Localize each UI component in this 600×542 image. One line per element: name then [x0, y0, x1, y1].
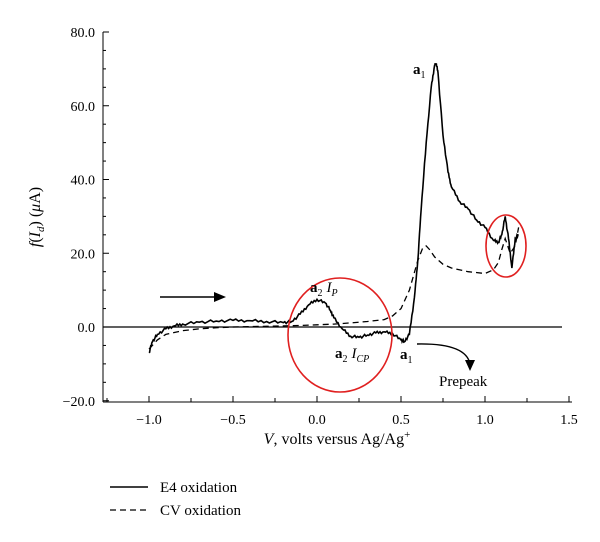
x-tick-label: 1.5: [560, 413, 578, 428]
prepeak-arrowhead: [465, 360, 475, 371]
annotation-a2-icp: a2 ICP: [335, 346, 369, 365]
annotation-prepeak: Prepeak: [439, 374, 488, 390]
legend-label-cv: CV oxidation: [160, 503, 241, 519]
x-tick-label: −1.0: [136, 413, 161, 428]
scan-direction-arrowhead: [214, 292, 226, 302]
x-axis-title: V, volts versus Ag/Ag+: [264, 429, 411, 448]
x-ticks: −1.0 −0.5 0.0 0.5 1.0 1.5: [106, 396, 578, 428]
y-ticks: −20.0 0.0 20.0 40.0 60.0 80.0: [63, 26, 109, 410]
highlight-circle-left: [287, 277, 393, 393]
prepeak-arrow: [416, 343, 471, 365]
y-tick-label: 80.0: [71, 26, 96, 41]
x-tick-label: 1.0: [476, 413, 494, 428]
legend: E4 oxidation CV oxidation: [110, 480, 241, 519]
y-axis-title: f(Id) (μA): [27, 187, 47, 247]
y-tick-label: 0.0: [78, 321, 96, 336]
highlight-circle-right: [485, 214, 527, 278]
annotation-a1-peak: a1: [413, 62, 426, 81]
x-tick-label: 0.5: [392, 413, 410, 428]
y-tick-label: 20.0: [71, 247, 96, 262]
series-e4-oxidation-line: [148, 63, 519, 354]
annotation-a2-ip: a2 IP: [310, 280, 338, 299]
series-cv-oxidation-line: [148, 227, 520, 350]
y-tick-label: −20.0: [63, 395, 95, 410]
x-tick-label: −0.5: [220, 413, 245, 428]
legend-label-e4: E4 oxidation: [160, 480, 238, 496]
x-tick-label: 0.0: [308, 413, 326, 428]
y-tick-label: 40.0: [71, 174, 96, 189]
y-tick-label: 60.0: [71, 100, 96, 115]
annotation-a1-low: a1: [400, 347, 413, 366]
